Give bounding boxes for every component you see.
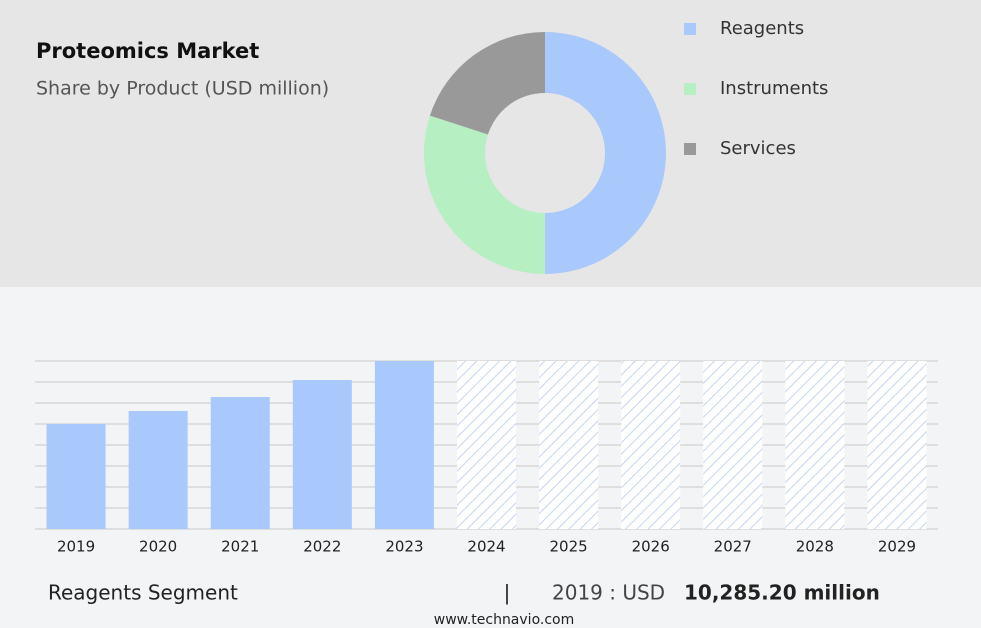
legend: Reagents Instruments Services [684,18,828,159]
legend-swatch [684,83,696,95]
bar [128,411,188,529]
footer-separator: | [504,581,511,605]
x-tick-label: 2023 [385,538,423,556]
bar [46,423,106,529]
footer-year: 2019 : USD [552,581,665,605]
x-tick-label: 2020 [139,538,177,556]
legend-swatch [684,23,696,35]
legend-swatch [684,143,696,155]
donut [424,32,666,274]
x-tick-label: 2022 [303,538,341,556]
x-tick-label: 2025 [549,538,587,556]
forecast-placeholder [457,361,516,529]
legend-label: Instruments [720,78,828,99]
chart-title: Proteomics Market [36,39,259,63]
source: www.technavio.com [434,612,575,628]
chart-subtitle: Share by Product (USD million) [36,78,329,100]
x-tick-label: 2028 [796,538,834,556]
bar [292,379,352,529]
legend-label: Services [720,138,796,159]
forecast-placeholder [621,361,681,529]
x-tick-label: 2029 [878,538,916,556]
legend-label: Reagents [720,18,804,39]
x-tick-label: 2019 [57,538,95,556]
donut-slice [424,115,545,274]
forecast-placeholder [703,361,763,529]
bar [374,361,434,529]
footer-amount: 10,285.20 million [684,581,880,605]
bar-chart: 2019 2020 2021 2022 2023 2024 2025 2026 2027 2028… [35,360,938,556]
forecast-placeholder [867,361,927,529]
bar [210,396,270,529]
forecast-placeholder [785,361,845,529]
x-tick-label: 2027 [714,538,752,556]
footer-segment: Reagents Segment [48,581,238,605]
x-tick-label: 2021 [221,538,259,556]
donut-slice [545,32,666,274]
donut-slice [429,32,545,135]
forecast-placeholder [539,361,599,529]
x-tick-label: 2026 [632,538,670,556]
x-tick-label: 2024 [467,538,505,556]
